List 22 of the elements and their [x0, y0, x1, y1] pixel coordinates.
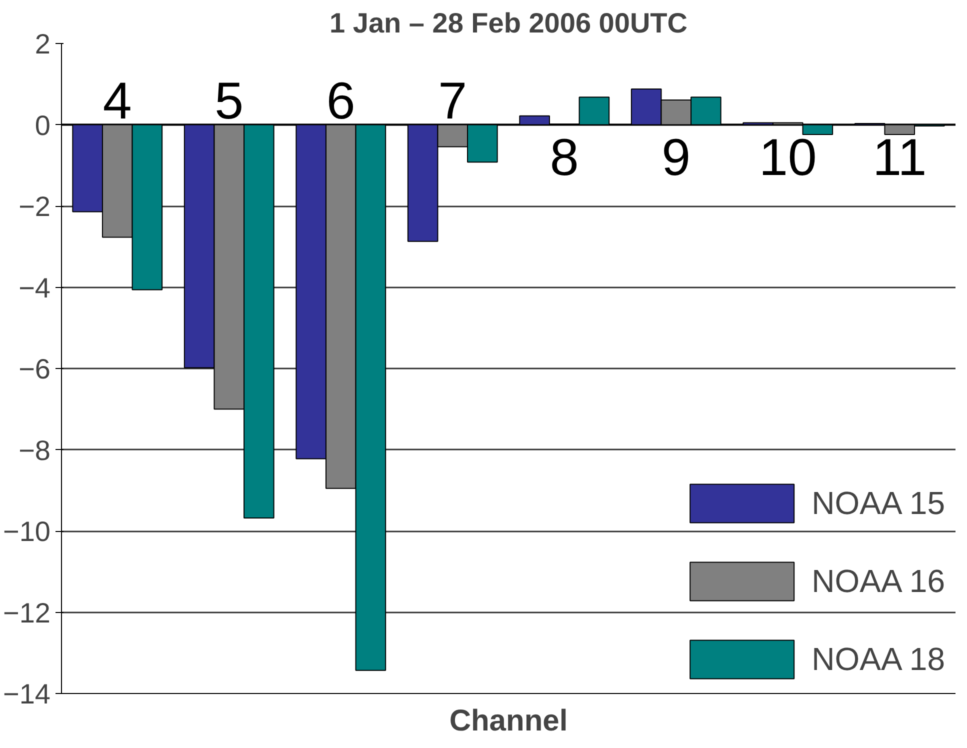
x-axis-title: Channel: [449, 704, 568, 738]
y-tick-label: −10: [3, 516, 51, 547]
y-tick-label: 2: [34, 28, 51, 60]
y-tick-label: −12: [3, 597, 51, 628]
x-tick-label: 4: [102, 72, 132, 131]
x-tick-label: 9: [662, 128, 691, 187]
y-tick-label: −6: [18, 354, 51, 384]
y-tick-label: 0: [34, 110, 51, 141]
x-tick-label: 10: [758, 128, 817, 187]
chart-title: 1 Jan – 28 Feb 2006 00UTC: [330, 8, 688, 38]
y-tick-label: −2: [18, 191, 51, 222]
x-tick-label: 5: [214, 72, 244, 131]
x-tick-label: 11: [872, 128, 927, 187]
y-tick-label: −8: [18, 434, 51, 466]
legend-label: NOAA 16: [812, 562, 945, 600]
y-tick-label: −14: [3, 678, 51, 710]
legend-label: NOAA 15: [812, 484, 945, 522]
legend-label: NOAA 18: [812, 640, 945, 678]
y-tick-label: −4: [18, 272, 51, 304]
x-tick-label: 8: [550, 128, 579, 187]
x-tick-label: 6: [326, 72, 356, 131]
x-tick-label: 7: [438, 72, 468, 131]
